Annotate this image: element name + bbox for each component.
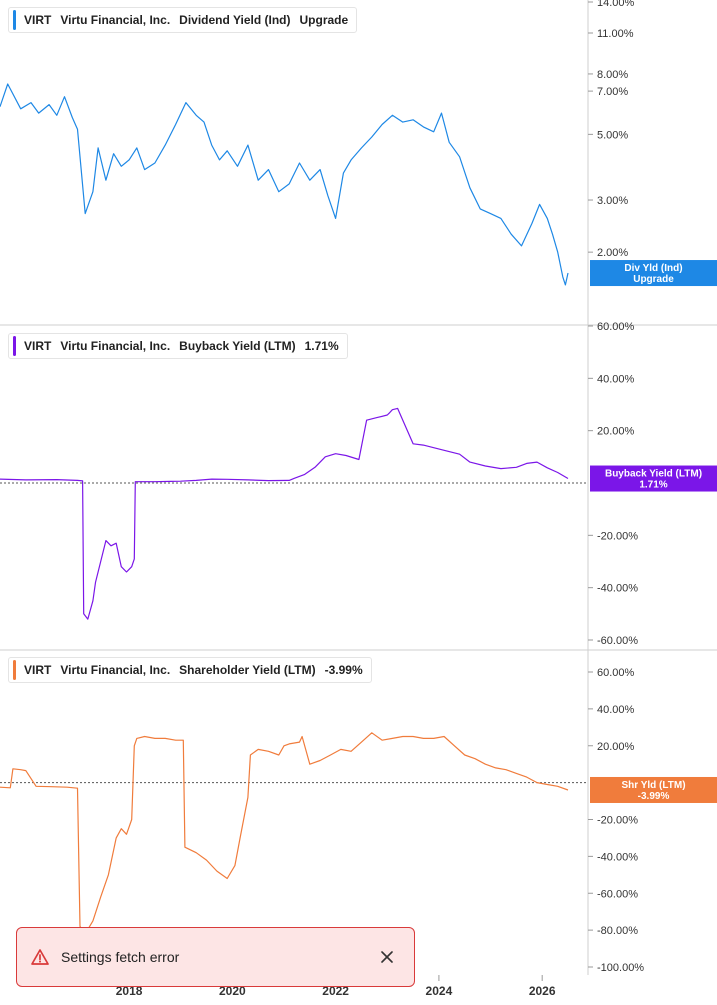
y-tick-label: 3.00%	[597, 195, 628, 207]
dividend-legend[interactable]: VIRT Virtu Financial, Inc. Dividend Yiel…	[8, 7, 358, 33]
buyback-tag-value: 1.71%	[639, 480, 667, 491]
legend-metric: Shareholder Yield (LTM)	[179, 663, 316, 677]
y-tick-label: -40.00%	[597, 583, 638, 595]
buyback-legend-swatch	[13, 336, 16, 356]
x-tick-label: 2026	[529, 984, 556, 998]
legend-ticker: VIRT	[24, 13, 52, 27]
legend-company: Virtu Financial, Inc.	[60, 13, 171, 27]
y-tick-label: -100.00%	[597, 962, 644, 974]
buyback-legend[interactable]: VIRT Virtu Financial, Inc. Buyback Yield…	[8, 333, 348, 359]
y-tick-label: 60.00%	[597, 321, 635, 333]
y-tick-label: 60.00%	[597, 667, 635, 679]
y-tick-label: 5.00%	[597, 129, 628, 141]
x-tick-label: 2024	[426, 984, 453, 998]
y-tick-label: 14.00%	[597, 0, 635, 9]
x-tick-label: 2018	[116, 984, 143, 998]
y-tick-label: 20.00%	[597, 426, 635, 438]
y-tick-label: -60.00%	[597, 888, 638, 900]
legend-ticker: VIRT	[24, 663, 52, 677]
buyback-value-tag	[590, 465, 717, 492]
close-icon[interactable]	[378, 948, 396, 966]
dividend-tag-value: Upgrade	[633, 274, 674, 285]
legend-value: 1.71%	[304, 339, 339, 353]
dividend-value-tag	[590, 260, 717, 287]
legend-metric: Dividend Yield (Ind)	[179, 13, 291, 27]
buyback-series-line	[0, 407, 569, 620]
legend-company: Virtu Financial, Inc.	[60, 663, 171, 677]
toast-message: Settings fetch error	[61, 949, 180, 965]
error-toast: Settings fetch error	[16, 927, 415, 987]
dividend-legend-swatch	[13, 10, 16, 30]
legend-company: Virtu Financial, Inc.	[60, 339, 171, 353]
legend-metric: Buyback Yield (LTM)	[179, 339, 296, 353]
y-tick-label: -20.00%	[597, 815, 638, 827]
y-tick-label: 20.00%	[597, 741, 635, 753]
warning-triangle-icon	[31, 949, 49, 965]
y-tick-label: 2.00%	[597, 247, 628, 259]
legend-ticker: VIRT	[24, 339, 52, 353]
y-tick-label: -60.00%	[597, 635, 638, 647]
legend-value[interactable]: Upgrade	[299, 13, 349, 27]
y-tick-label: -40.00%	[597, 851, 638, 863]
y-tick-label: 11.00%	[597, 28, 634, 40]
shareholder-value-tag	[590, 776, 717, 803]
shareholder-tag-label: Shr Yld (LTM)	[621, 780, 685, 791]
y-tick-label: 40.00%	[597, 373, 635, 385]
legend-value: -3.99%	[324, 663, 363, 677]
buyback-tag-label: Buyback Yield (LTM)	[605, 469, 702, 480]
x-tick-label: 2022	[322, 984, 349, 998]
y-tick-label: 8.00%	[597, 69, 628, 81]
y-tick-label: 40.00%	[597, 704, 635, 716]
y-tick-label: -80.00%	[597, 925, 638, 937]
dividend-tag-label: Div Yld (Ind)	[624, 263, 682, 274]
y-tick-label: 7.00%	[597, 86, 628, 98]
x-tick-label: 2020	[219, 984, 246, 998]
shareholder-legend[interactable]: VIRT Virtu Financial, Inc. Shareholder Y…	[8, 657, 372, 683]
shareholder-legend-swatch	[13, 660, 16, 680]
dividend-series-line	[0, 83, 569, 286]
shareholder-tag-value: -3.99%	[638, 791, 670, 802]
shareholder-series-line	[0, 732, 569, 935]
y-tick-label: -20.00%	[597, 530, 638, 542]
